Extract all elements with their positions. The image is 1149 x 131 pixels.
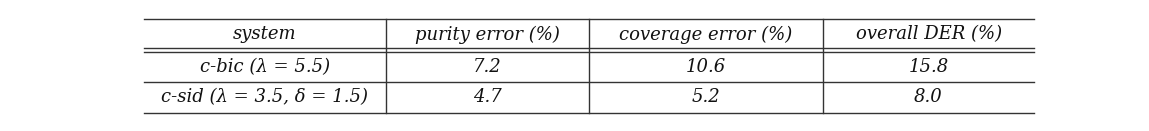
Text: 4.7: 4.7 <box>473 88 502 106</box>
Text: 7.2: 7.2 <box>473 58 502 76</box>
Text: system: system <box>233 25 296 43</box>
Text: 8.0: 8.0 <box>915 88 943 106</box>
Text: overall DER (%): overall DER (%) <box>856 25 1002 43</box>
Text: c-sid (λ = 3.5, δ = 1.5): c-sid (λ = 3.5, δ = 1.5) <box>161 88 368 106</box>
Text: coverage error (%): coverage error (%) <box>619 25 793 43</box>
Text: 10.6: 10.6 <box>686 58 726 76</box>
Text: purity error (%): purity error (%) <box>415 25 560 43</box>
Text: 15.8: 15.8 <box>909 58 949 76</box>
Text: c-bic (λ = 5.5): c-bic (λ = 5.5) <box>200 58 330 76</box>
Text: 5.2: 5.2 <box>692 88 720 106</box>
